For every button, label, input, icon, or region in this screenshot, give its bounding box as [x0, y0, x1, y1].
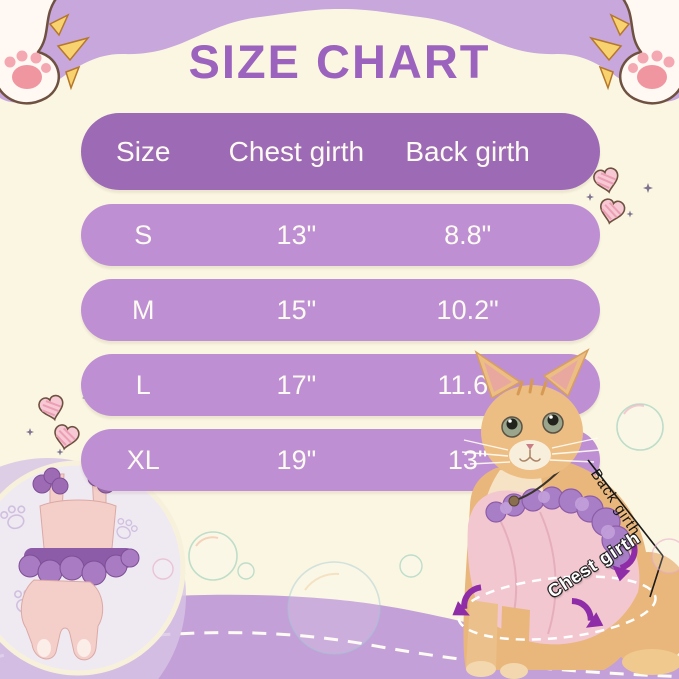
- pawprint-watermark-icon: [0, 505, 138, 614]
- table-row: S 13" 8.8": [81, 204, 600, 266]
- heart-icon: [54, 424, 80, 451]
- size-value: S: [134, 219, 153, 250]
- heart-icon: [38, 394, 64, 422]
- page-title: SIZE CHART: [188, 35, 491, 88]
- table-row: L 17" 11.6": [81, 354, 600, 416]
- bottom-dashed-line: [0, 631, 679, 679]
- chest-value: 13": [276, 219, 317, 250]
- back-value: 8.8": [444, 219, 492, 250]
- size-value: L: [135, 369, 151, 400]
- column-header-back: Back girth: [405, 135, 530, 167]
- table-row: M 15" 10.2": [81, 279, 600, 341]
- bottom-band-shape: [0, 594, 679, 679]
- bubble-icon: [152, 531, 423, 655]
- chest-value: 15": [276, 294, 317, 325]
- column-header-size: Size: [116, 135, 171, 167]
- table-header-row: Size Chest girth Back girth: [81, 113, 600, 190]
- heart-icon: [600, 198, 626, 225]
- chest-value: 19": [276, 444, 317, 475]
- chest-value: 17": [276, 369, 317, 400]
- table-row: XL 19" 13": [81, 429, 600, 491]
- back-value: 11.6": [437, 369, 498, 400]
- column-header-chest: Chest girth: [228, 135, 365, 167]
- back-value: 13": [447, 444, 488, 475]
- size-table: Size Chest girth Back girth S 13" 8.8" M…: [81, 113, 600, 504]
- size-value: XL: [126, 444, 160, 475]
- curved-arrow-icon: [571, 597, 604, 628]
- curved-arrow-icon: [452, 584, 482, 616]
- size-value: M: [132, 294, 155, 325]
- back-value: 10.2": [436, 294, 499, 325]
- chest-girth-label: Chest girth: [544, 527, 644, 602]
